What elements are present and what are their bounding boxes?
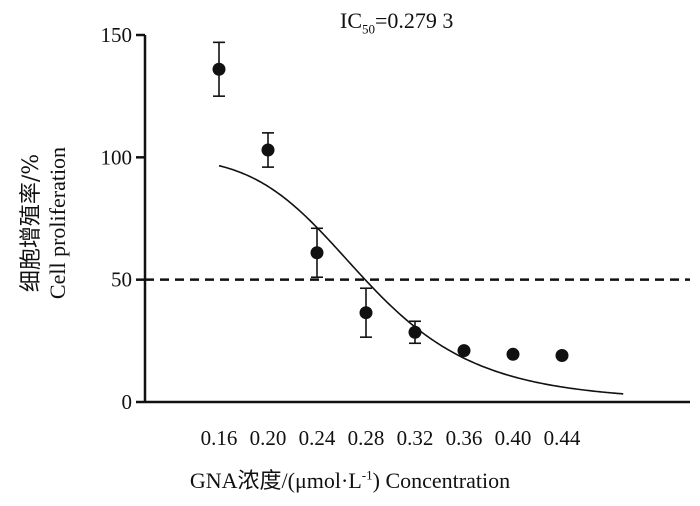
tick-labels-group: 0 50 100 150 0.16 0.20 0.24 0.28 0.32 0.36 0.40 0.4… [101,23,581,450]
y-tick-label: 100 [101,145,133,169]
data-point [310,246,324,260]
data-points-group [212,41,569,363]
data-point [359,306,373,320]
y-axis-label: 细胞增殖率/% Cell proliferation [19,147,71,299]
data-point [408,325,422,339]
y-tick-label: 0 [122,390,133,414]
y-axis-label-english: Cell proliferation [45,146,70,300]
x-tick-label: 0.36 [446,426,483,450]
y-tick-label: 50 [111,268,132,292]
x-tick-label: 0.32 [397,426,434,450]
x-tick-label: 0.24 [299,426,336,450]
x-tick-label: 0.20 [250,426,287,450]
data-point [457,344,471,358]
y-tick-label: 150 [101,23,133,47]
chart-axes [136,33,690,404]
y-axis-label-chinese: 细胞增殖率/% [19,153,44,293]
x-tick-label: 0.28 [348,426,385,450]
data-point [555,349,569,363]
x-tick-label: 0.16 [201,426,238,450]
x-axis-label: GNA浓度/(μmol·L-1) Concentration [189,467,511,493]
x-tick-label: 0.44 [544,426,581,450]
data-point [506,347,520,361]
ic50-annotation: IC50=0.279 3 [340,8,454,37]
data-point [261,143,275,157]
x-tick-label: 0.40 [495,426,532,450]
data-point [212,62,226,76]
